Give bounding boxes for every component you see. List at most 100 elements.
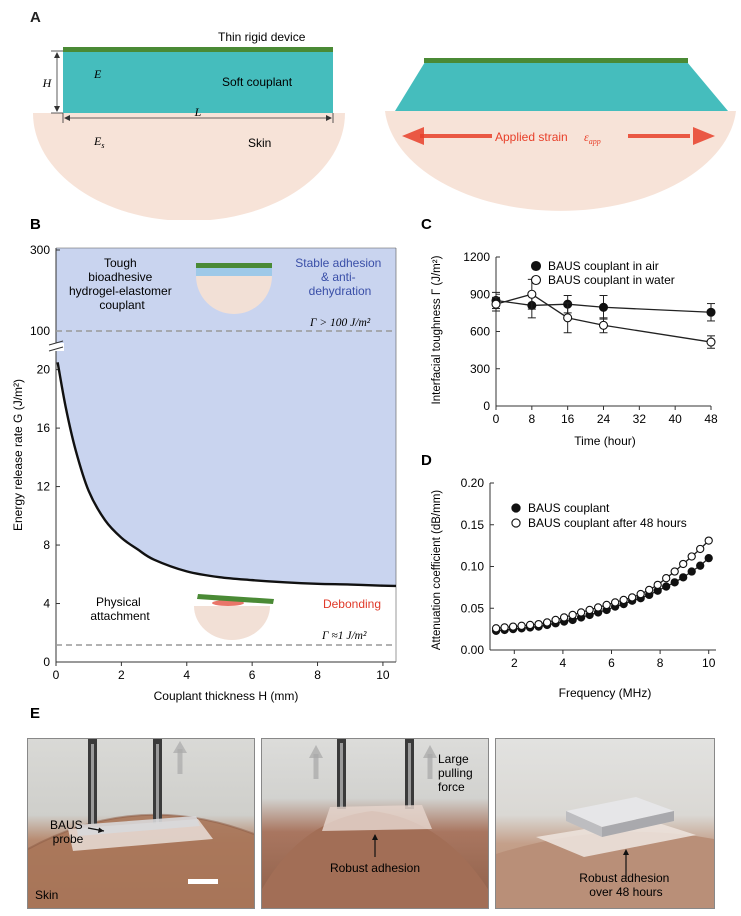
baus-probe-label: BAUS probe	[50, 818, 86, 846]
filled-marker	[508, 624, 518, 634]
ytick-label: 0.05	[461, 601, 485, 615]
b-xtick-label: 0	[53, 668, 60, 682]
strain-symbol: εapp	[584, 130, 601, 146]
filled-marker	[706, 307, 716, 317]
legend-marker-0	[530, 260, 542, 272]
inset-couplant-stable	[196, 268, 272, 276]
scale-bar	[188, 879, 218, 884]
ytick-label: 0.20	[461, 476, 485, 490]
filled-marker	[559, 617, 569, 626]
ytick-100: 100	[30, 324, 50, 338]
inset-device-debond	[197, 594, 274, 604]
open-marker	[500, 623, 509, 632]
filled-marker	[517, 624, 526, 633]
filled-marker	[598, 302, 609, 312]
skin-left	[33, 113, 345, 220]
soft-couplant-stretched	[395, 62, 728, 111]
xtick-label: 8	[528, 412, 535, 426]
modulus-e-label: E	[93, 67, 102, 81]
legend-label-0: BAUS couplant in air	[548, 259, 659, 273]
b-xtick-label: 6	[249, 668, 256, 682]
open-marker	[696, 544, 705, 554]
open-marker	[645, 585, 654, 595]
panel-b-xlabel: Couplant thickness H (mm)	[154, 689, 299, 703]
l-label: L	[194, 105, 202, 119]
panel-d-ylabel: Attenuation coefficient (dB/mm)	[431, 490, 443, 650]
large-pulling-force-label: Large pulling force	[438, 752, 476, 794]
inset-device-stable	[196, 263, 272, 268]
modulus-es-label: Es	[93, 134, 104, 150]
xtick-label: 48	[704, 412, 718, 426]
filled-marker	[628, 596, 637, 605]
filled-marker	[525, 623, 535, 632]
filled-marker	[568, 615, 577, 625]
b-xtick-label: 2	[118, 668, 125, 682]
filled-marker	[679, 573, 688, 582]
filled-marker	[500, 625, 509, 635]
series-line-0	[496, 557, 710, 632]
filled-marker	[527, 300, 537, 310]
legend-marker-1	[530, 274, 542, 286]
open-marker	[585, 605, 594, 615]
skin-photo-label: Skin	[35, 888, 58, 902]
panel-a-letter: A	[30, 9, 41, 26]
b-ytick-label: 0	[43, 655, 50, 669]
b-ytick-label: 8	[43, 538, 50, 552]
open-marker	[542, 618, 552, 627]
filled-marker	[491, 295, 501, 306]
ytick-300: 300	[30, 243, 50, 257]
open-marker	[563, 313, 573, 323]
b-ytick-label: 4	[43, 597, 50, 611]
physical-attachment-label: Physical attachment	[90, 595, 150, 623]
ytick-label: 0.00	[461, 643, 485, 657]
open-marker	[602, 600, 611, 610]
open-marker	[679, 559, 688, 569]
open-marker	[534, 619, 543, 629]
photo-adhesion-48h: Robust adhesion over 48 hours	[495, 738, 715, 909]
open-marker	[687, 552, 696, 561]
open-marker	[662, 574, 671, 583]
filled-marker	[593, 608, 603, 617]
open-marker	[706, 337, 716, 347]
legend-label-1: BAUS couplant after 48 hours	[528, 516, 687, 530]
filled-marker	[576, 613, 586, 622]
xtick-label: 8	[657, 656, 664, 670]
legend-marker-0	[511, 503, 521, 513]
couplant-patch	[536, 819, 696, 857]
legend-marker-1	[511, 518, 521, 528]
panel-e-letter: E	[30, 705, 40, 722]
panel-a: A Thin rigid device Soft couplant Skin E…	[30, 9, 736, 220]
filled-marker	[542, 620, 552, 630]
filled-marker	[704, 554, 713, 563]
open-marker	[517, 621, 526, 630]
filled-marker	[653, 586, 662, 595]
filled-marker	[670, 578, 679, 587]
xtick-label: 40	[668, 412, 682, 426]
energy-release-curve	[56, 362, 397, 588]
filled-marker	[619, 599, 628, 609]
photo-probe-on-skin: BAUS probe Skin	[27, 738, 255, 909]
ytick-label: 300	[470, 362, 490, 376]
open-marker	[491, 299, 501, 309]
ytick-label: 1200	[463, 250, 490, 264]
filled-marker	[602, 605, 611, 615]
robust-adhesion-label: Robust adhesion	[330, 861, 420, 875]
panel-d-letter: D	[421, 452, 432, 469]
tough-couplant-label: Tough bioadhesive hydrogel-elastomer cou…	[69, 256, 175, 312]
inset-skin-stable	[196, 276, 272, 314]
filled-marker	[636, 594, 645, 603]
ytick-label: 600	[470, 325, 490, 339]
open-marker	[670, 567, 679, 576]
b-xtick-label: 4	[183, 668, 190, 682]
filled-marker	[645, 590, 654, 600]
panel-c-xlabel: Time (hour)	[574, 434, 636, 448]
couplant-label: Soft couplant	[222, 75, 293, 89]
filled-marker	[585, 610, 594, 620]
robust-adhesion-48h-label: Robust adhesion over 48 hours	[579, 871, 672, 899]
debonding-label: Debonding	[323, 597, 381, 611]
open-marker	[559, 613, 569, 622]
probe-top	[566, 797, 674, 827]
xtick-label: 6	[608, 656, 615, 670]
filled-marker	[696, 561, 705, 570]
panel-d-xlabel: Frequency (MHz)	[559, 686, 652, 700]
